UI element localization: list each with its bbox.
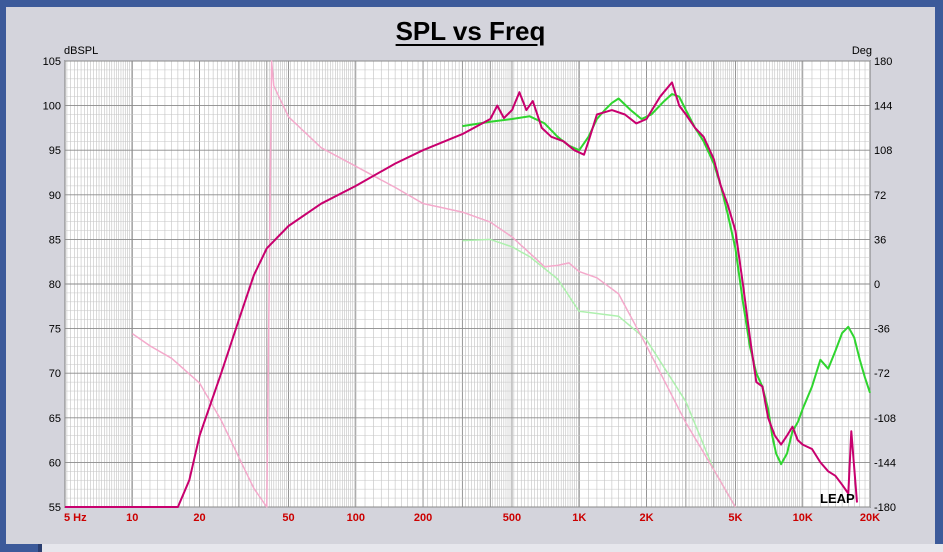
y-right-tick-label: -180 (874, 502, 896, 514)
y-right-tick-label: 144 (874, 101, 892, 113)
series-line-4 (462, 238, 737, 508)
chart-title: SPL vs Freq (6, 16, 935, 47)
spl-chart: dBSPL Deg 105100959085807570656055180144… (43, 45, 896, 524)
chart-panel: SPL vs Freq dBSPL Deg 105 100 95 90 85 80 75 70… (6, 7, 935, 544)
y-left-tick-label: 70 (49, 368, 61, 380)
y-left-tick-label: 85 (49, 234, 61, 246)
y-right-tick-label: -144 (874, 457, 896, 469)
x-tick-label: 50 (282, 512, 294, 524)
y-right-tick-label: 180 (874, 56, 892, 68)
series-line-1 (65, 81, 858, 508)
x-tick-label: 500 (503, 512, 521, 524)
y-right-tick-label: 108 (874, 145, 892, 157)
y-left-tick-label: 105 (43, 56, 61, 68)
y-left-tick-label: 80 (49, 279, 61, 291)
y-right-tick-label: 36 (874, 234, 886, 246)
y-right-tick-label: -36 (874, 324, 890, 336)
y-right-tick-label: -108 (874, 413, 896, 425)
y-right-tick-label: -72 (874, 368, 890, 380)
y-right-tick-label: 0 (874, 279, 880, 291)
x-tick-label: 10K (793, 512, 813, 524)
y-left-tick-label: 95 (49, 145, 61, 157)
x-tick-label: 5 Hz (64, 512, 87, 524)
x-tick-label: 10 (126, 512, 138, 524)
status-strip (38, 544, 943, 552)
y-right-axis-label: Deg (852, 45, 872, 57)
x-tick-label: 20 (193, 512, 205, 524)
x-tick-label: 20K (860, 512, 880, 524)
series-line-3 (131, 60, 737, 508)
y-left-tick-label: 55 (49, 502, 61, 514)
x-tick-label: 1K (572, 512, 586, 524)
chart-title-text: SPL vs Freq (395, 16, 546, 46)
y-left-tick-label: 65 (49, 413, 61, 425)
series-line-2 (462, 93, 871, 466)
y-left-tick-label: 100 (43, 101, 61, 113)
y-left-axis-label: dBSPL (64, 45, 98, 57)
x-tick-label: 5K (728, 512, 742, 524)
x-tick-label: 2K (639, 512, 653, 524)
y-right-tick-label: 72 (874, 190, 886, 202)
x-tick-label: 200 (414, 512, 432, 524)
x-tick-label: 100 (347, 512, 365, 524)
y-left-tick-label: 75 (49, 324, 61, 336)
leap-watermark: LEAP (820, 491, 855, 506)
y-left-tick-label: 60 (49, 457, 61, 469)
y-left-tick-label: 90 (49, 190, 61, 202)
